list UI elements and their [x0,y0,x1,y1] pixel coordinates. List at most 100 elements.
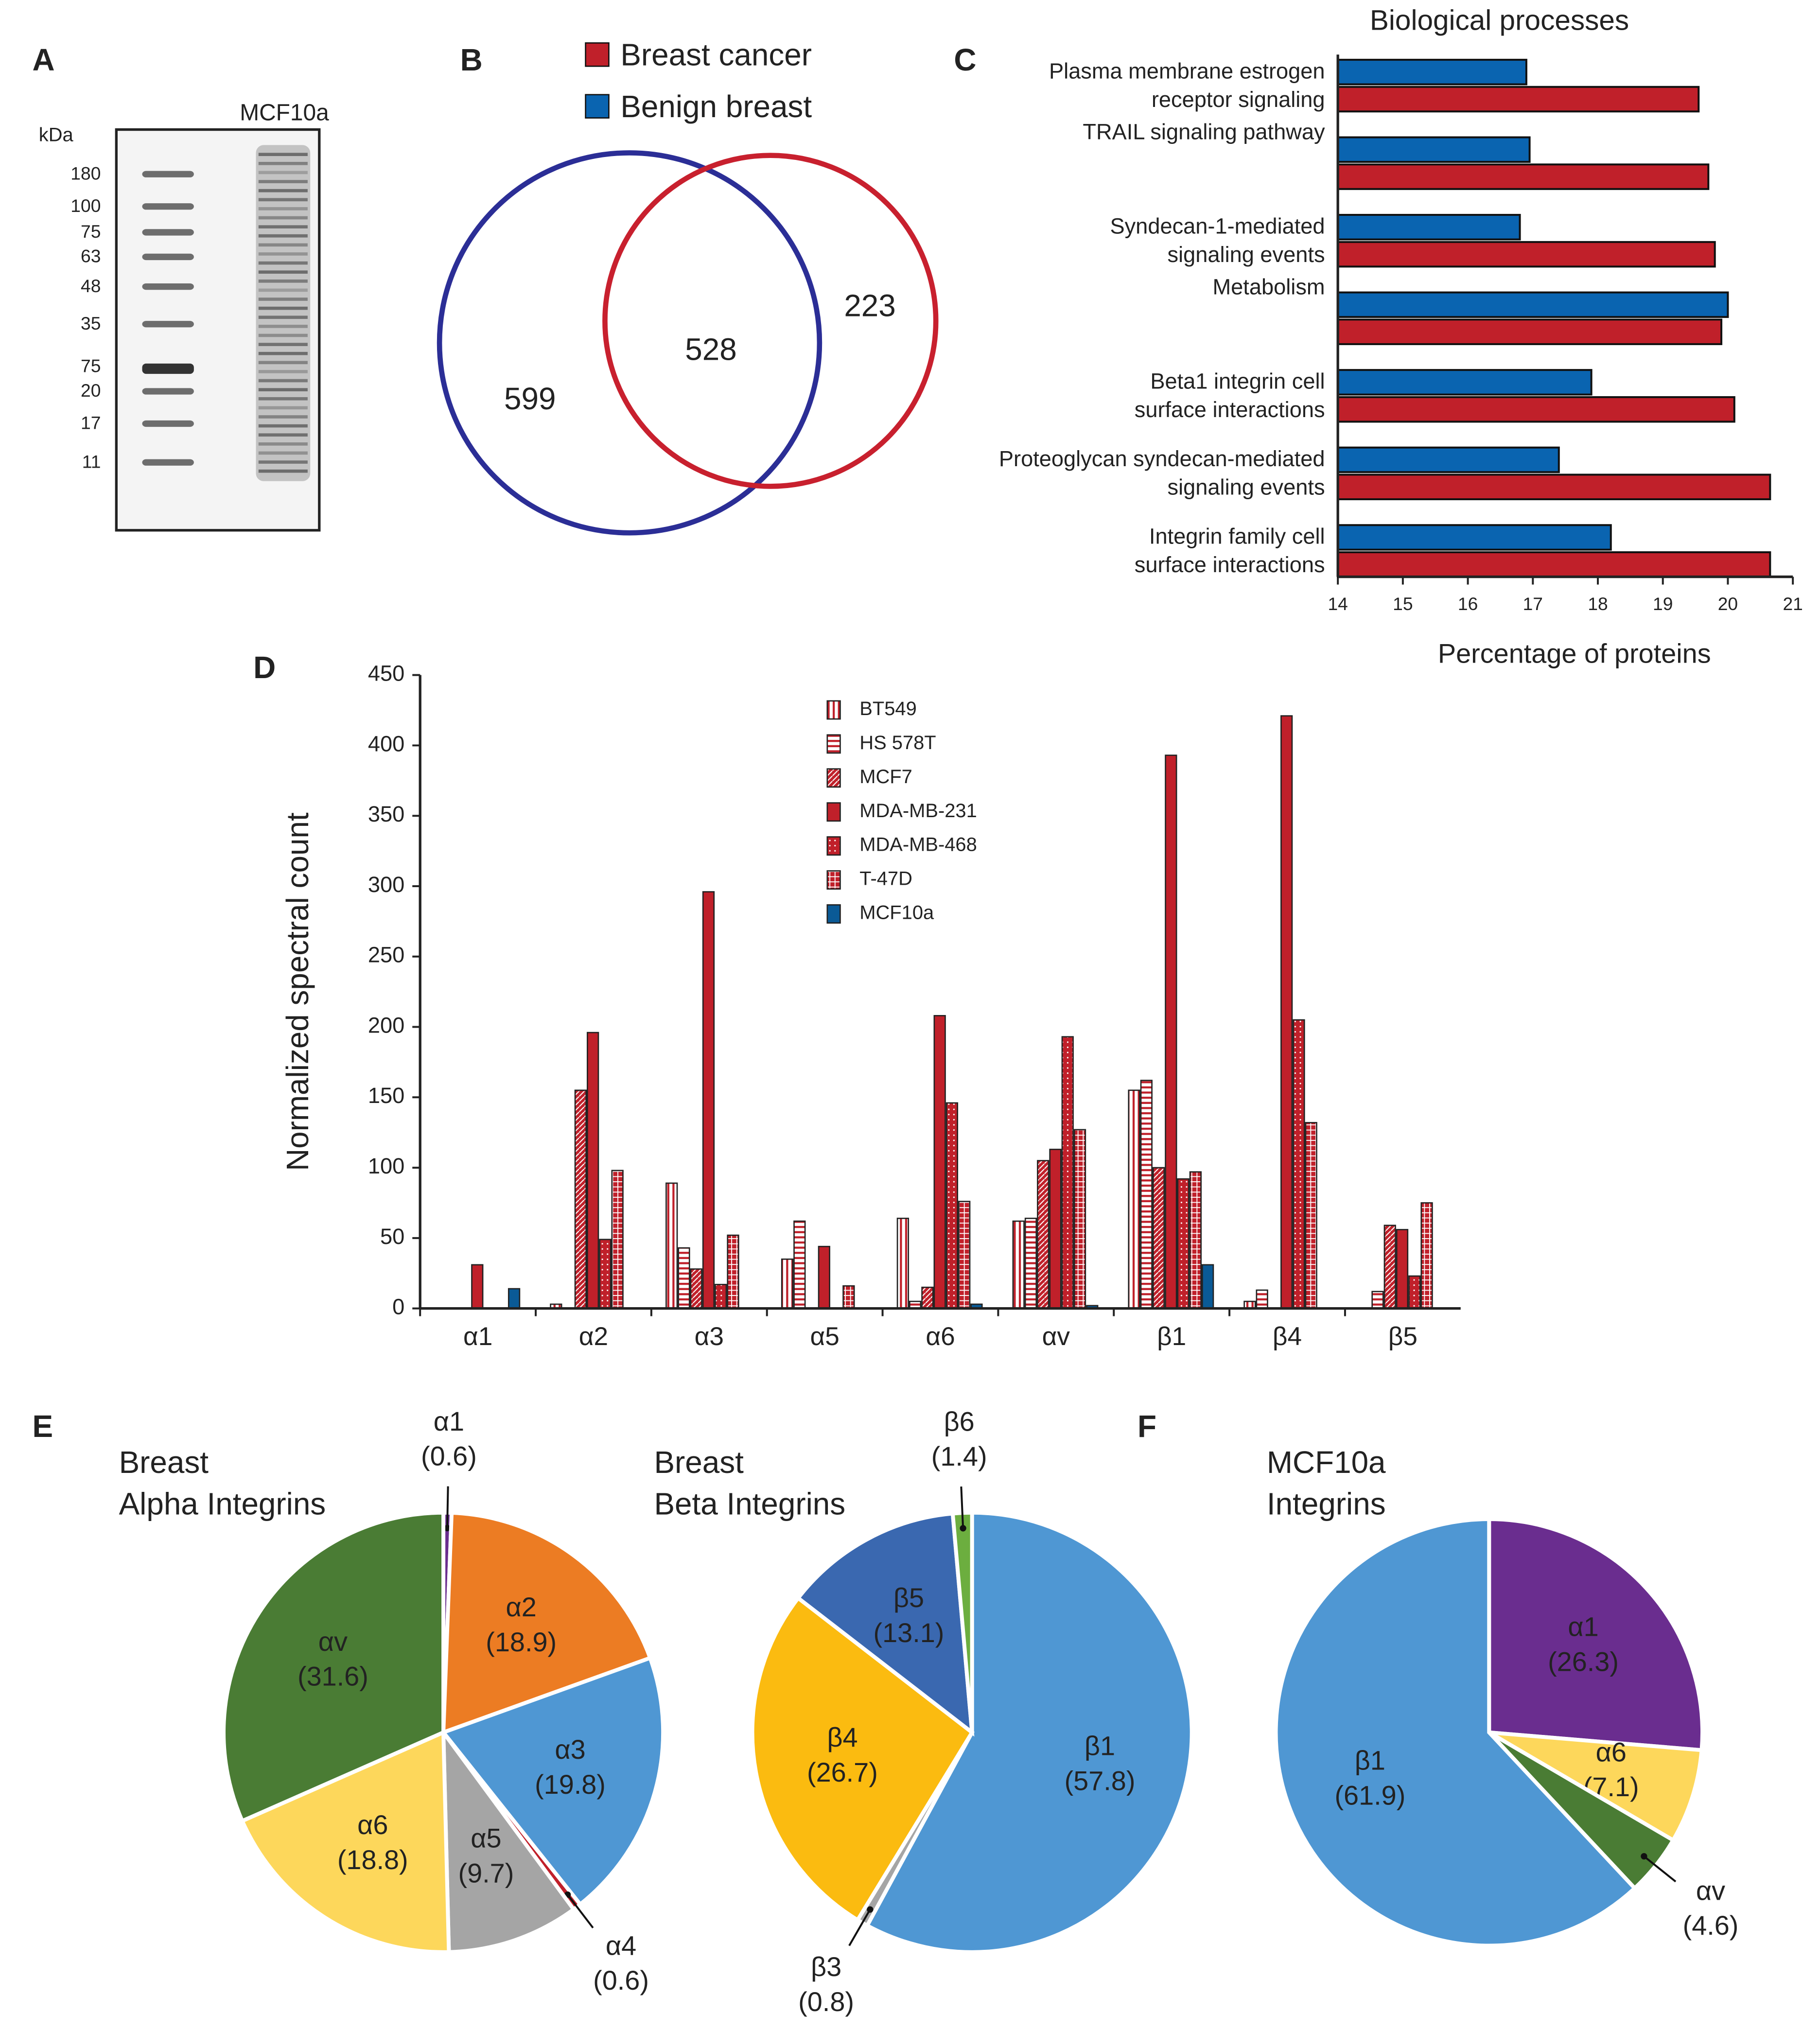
pie-title: Alpha Integrins [119,1486,326,1521]
leader-dot [867,1906,874,1913]
bar [1152,1167,1165,1309]
bar [1140,1080,1153,1309]
bar [1337,291,1729,318]
bar [702,891,715,1309]
slice-label: α6 [1596,1736,1627,1767]
marker-label: 75 [81,221,101,242]
sample-band [258,333,308,337]
y-tick-label: 50 [380,1224,404,1249]
ladder-band [142,229,194,236]
sample-band [258,460,308,464]
leader-dot [1641,1853,1647,1860]
bar [1383,1225,1396,1309]
bar [958,1201,971,1309]
venn-count: 528 [685,332,736,367]
x-tick-label: α3 [695,1322,724,1351]
venn-count: 223 [844,288,895,323]
bar [1408,1275,1421,1309]
legend-label: Benign breast [620,89,812,124]
bar [781,1258,794,1309]
bar [1280,715,1293,1309]
lane-label: MCF10a [240,100,329,125]
y-tick-label: 150 [368,1083,404,1108]
bar [1024,1217,1037,1309]
sample-band [258,162,308,165]
pie-slice [1488,1730,1704,1843]
x-tick-label: β4 [1273,1322,1302,1351]
category-label: Proteoglycan syndecan-mediated [999,446,1325,471]
pie-title: Breast [654,1445,744,1480]
x-axis-label: Percentage of proteins [1438,638,1711,669]
category-label: surface interactions [1135,552,1325,577]
slice-label: αv [318,1626,348,1657]
legend-label: HS 578T [859,732,936,753]
legend-swatch [826,802,841,822]
x-tick-label: 20 [1718,594,1738,614]
leader-dot [444,1524,451,1532]
slice-value-label: (26.3) [1548,1646,1619,1677]
marker-label: 100 [70,195,101,216]
ladder-band [142,203,194,210]
sample-band [258,306,308,310]
bar [1037,1160,1050,1309]
legend-swatch [826,768,841,788]
ladder-band [142,253,194,261]
marker-label: 48 [81,276,101,296]
bar [1396,1229,1409,1309]
bar [1337,86,1700,113]
category-label: receptor signaling [1152,87,1325,112]
slice-label: α2 [506,1592,537,1622]
bar [1189,1171,1202,1309]
sample-band [258,343,308,346]
leader-line [848,1909,871,1946]
category-label: signaling events [1168,242,1325,267]
slice-value-label: (26.7) [807,1757,878,1787]
sample-band [258,424,308,428]
ladder-band [142,363,194,374]
venn-circle [437,150,822,536]
slice-label: α5 [471,1823,501,1854]
slice-value-label: (18.9) [486,1627,557,1657]
x-tick-label: α2 [579,1322,608,1351]
bar [508,1288,521,1309]
leader-line [1643,1855,1677,1883]
legend-swatch [826,836,841,856]
pie-slice [1487,1517,1705,1752]
ladder-band [142,459,194,466]
x-tick-label: 15 [1393,594,1413,614]
legend-swatch [826,734,841,754]
bar [1293,1019,1305,1309]
x-tick-label: 18 [1588,594,1608,614]
bar [665,1182,678,1309]
slice-label: α1 [434,1406,464,1436]
bar [587,1032,599,1309]
sample-band [258,442,308,446]
bar [1337,446,1560,473]
bar [1337,214,1521,241]
bar [1201,1264,1214,1309]
bar [678,1247,690,1309]
sample-band [258,315,308,319]
pie-slice [222,1510,446,1824]
category-label: TRAIL signaling pathway [1083,119,1325,144]
venn-circle [602,153,939,489]
bar [842,1285,855,1309]
y-tick-label: 450 [368,661,404,686]
bar [945,1102,959,1309]
sample-band [258,288,308,292]
pie-slice [795,1511,975,1737]
pie-slice [1274,1517,1638,1948]
x-tick-label: α5 [810,1322,839,1351]
ladder-band [142,388,194,395]
x-tick-label: α1 [463,1322,492,1351]
x-tick-label: β1 [1157,1322,1186,1351]
y-tick-label: 0 [392,1295,404,1319]
bar [727,1234,739,1309]
panel-letter: F [1138,1409,1156,1444]
slice-value-label: (18.8) [337,1844,408,1875]
x-tick-label: 16 [1458,594,1478,614]
sample-band [258,225,308,228]
bar [896,1217,910,1309]
bar [793,1220,806,1309]
